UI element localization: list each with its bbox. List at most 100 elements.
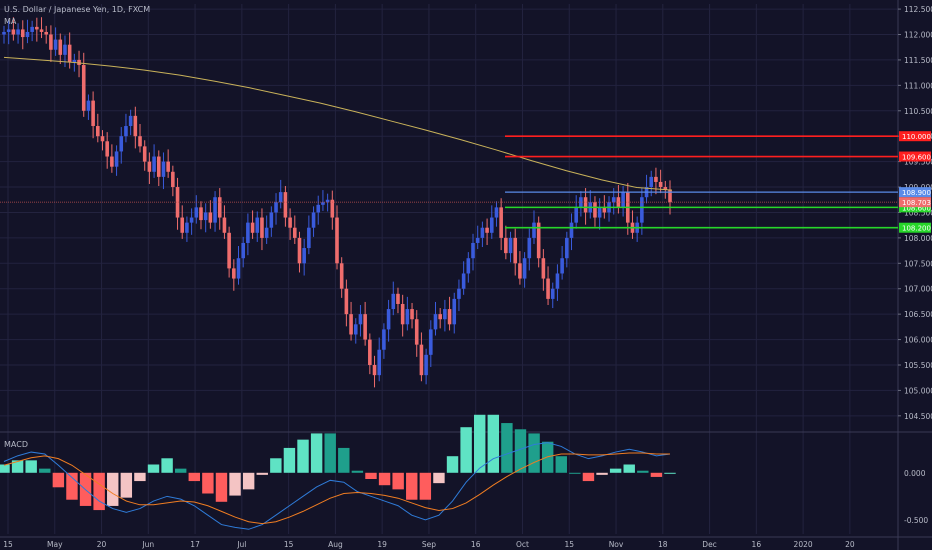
price-tick-label: 106.500 (904, 310, 932, 319)
candle-body (574, 207, 578, 223)
macd-hist-bar (433, 472, 445, 484)
time-tick-label: Dec (702, 540, 717, 549)
candle-body (44, 31, 49, 35)
level-tag-label: 109.600 (902, 154, 931, 162)
candle-body (480, 227, 485, 238)
candle-body (152, 156, 156, 172)
macd-hist-bar (52, 472, 65, 488)
time-tick-label: 15 (3, 540, 13, 549)
candle-body (185, 222, 189, 233)
ma-indicator-label: MA (4, 17, 17, 26)
candle-body (124, 126, 128, 137)
macd-tick-label: -0.500 (904, 516, 928, 525)
macd-line (3, 442, 671, 530)
macd-hist-bar (623, 464, 635, 473)
candle-body (386, 309, 391, 330)
macd-hist-bar (120, 472, 133, 498)
candle-body (6, 29, 11, 32)
candle-body (518, 263, 522, 279)
time-tick-label: 16 (752, 540, 762, 549)
candle-body (208, 212, 213, 223)
candle-body (391, 293, 396, 310)
price-tick-label: 112.500 (904, 5, 932, 14)
candle-body (25, 31, 30, 38)
candle-body (504, 237, 508, 254)
candle-body (283, 192, 288, 218)
level-tag (899, 202, 931, 213)
candle-body (203, 212, 208, 221)
macd-hist-bar (324, 433, 336, 473)
candle-body (250, 222, 255, 233)
macd-hist-bar (270, 458, 282, 473)
price-tick-label: 105.500 (904, 361, 932, 370)
level-tag (899, 131, 931, 142)
candle-body (246, 222, 250, 243)
candle-body (663, 187, 668, 190)
candle-body (39, 29, 44, 32)
candle-body (541, 258, 546, 279)
candle-body (489, 217, 494, 233)
time-tick-label: 16 (471, 540, 481, 549)
macd-hist-bar (174, 468, 187, 473)
time-tick-label: Aug (328, 540, 343, 549)
candle-body (189, 217, 194, 223)
time-tick-label: May (47, 540, 63, 549)
candle-body (311, 212, 316, 228)
candle-body (213, 197, 217, 223)
candle-body (597, 207, 602, 218)
macd-hist-bar (93, 472, 105, 511)
candle-body (110, 156, 114, 167)
macd-hist-bar (650, 472, 663, 477)
macd-hist-bar (202, 472, 214, 494)
macd-hist-bar (11, 460, 24, 473)
price-tick-label: 112.000 (904, 31, 932, 40)
candle-body (668, 189, 672, 203)
candle-body (166, 161, 170, 172)
candle-body (274, 202, 278, 213)
candle-body (494, 207, 499, 218)
candle-body (321, 202, 325, 205)
macd-hist-bar (487, 414, 500, 473)
candle-body (508, 237, 513, 254)
macd-hist-bar (107, 472, 119, 506)
candle-body (405, 309, 410, 325)
candle-body (457, 288, 461, 299)
candle-body (583, 197, 588, 213)
price-tick-label: 108.000 (904, 234, 932, 243)
macd-hist-bar (134, 472, 146, 482)
candle-body (658, 181, 663, 188)
macd-hist-bar (637, 470, 649, 473)
level-tag-label: 108.900 (902, 189, 931, 197)
price-tick-label: 107.000 (904, 285, 932, 294)
candle-body (546, 278, 550, 299)
candle-body (382, 329, 386, 350)
level-tag (899, 151, 931, 162)
candle-body (649, 176, 654, 188)
macd-hist-bar (664, 472, 676, 474)
candle-body (433, 314, 438, 330)
macd-hist-bar (446, 456, 459, 473)
macd-hist-bar (555, 456, 567, 473)
candle-body (72, 59, 77, 63)
candle-body (452, 298, 457, 325)
candle-body (372, 364, 377, 376)
candle-body (621, 192, 625, 208)
candle-body (475, 237, 480, 243)
candle-body (593, 202, 597, 218)
price-tick-label: 104.500 (904, 412, 932, 421)
candle-body (161, 161, 166, 177)
time-tick-label: 19 (377, 540, 387, 549)
time-tick-label: 15 (564, 540, 574, 549)
candle-body (424, 354, 428, 376)
time-tick-label: 20 (845, 540, 855, 549)
macd-hist-bar (297, 439, 309, 473)
candle-body (53, 39, 58, 50)
candle-body (438, 314, 442, 320)
candle-body (368, 339, 372, 365)
price-tick-label: 107.500 (904, 259, 932, 268)
candle-body (640, 197, 644, 223)
macd-hist-bar (514, 429, 527, 473)
candle-body (180, 217, 185, 233)
